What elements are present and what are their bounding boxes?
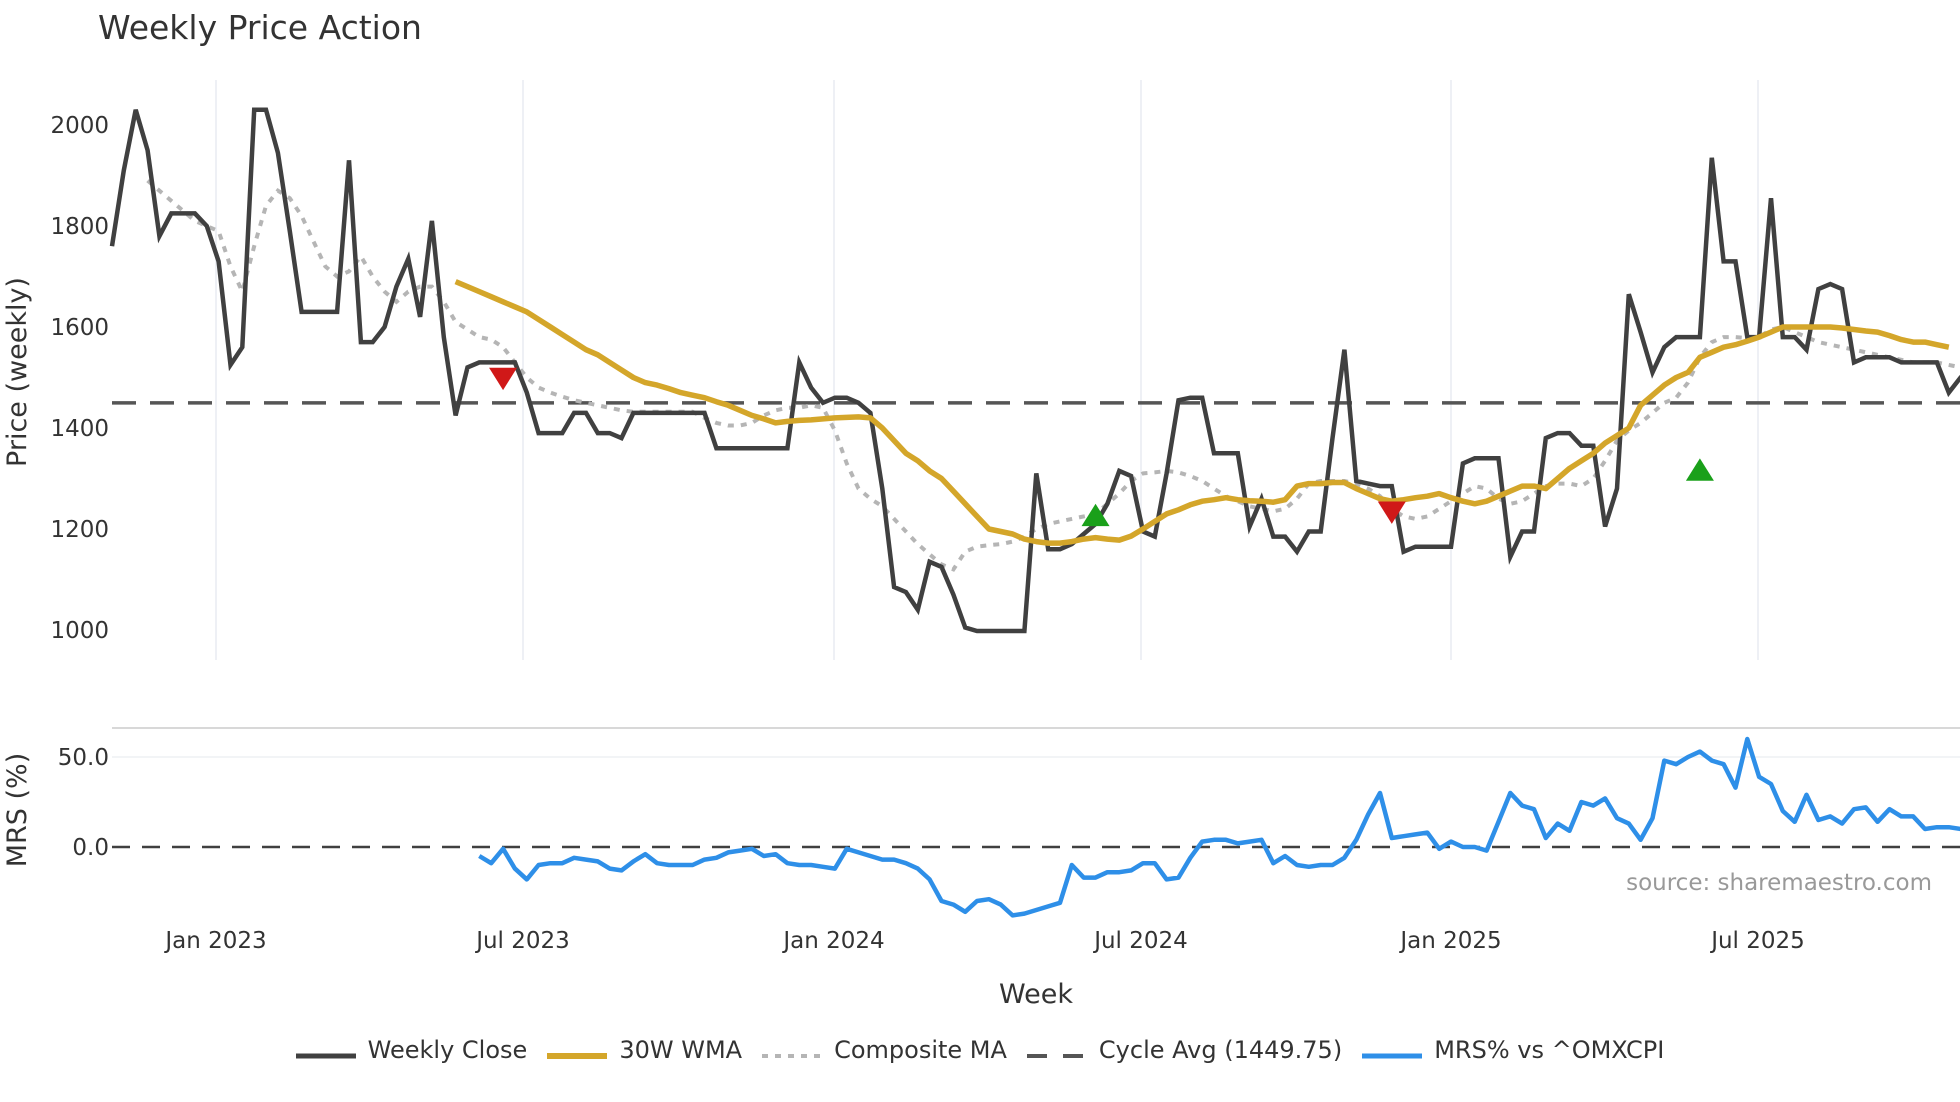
x-tick-label: Jul 2023	[474, 928, 570, 954]
x-tick-label: Jan 2024	[781, 928, 884, 954]
x-tick-label: Jan 2025	[1398, 928, 1501, 954]
legend-line-solid-icon	[295, 1042, 356, 1059]
legend-item-cycle-avg[interactable]: Cycle Avg (1449.75)	[1026, 1036, 1343, 1064]
legend-label: 30W WMA	[619, 1036, 743, 1064]
y-tick-label: 1200	[50, 517, 109, 543]
mrs-line	[478, 736, 1960, 918]
legend-line-solid-icon	[547, 1042, 608, 1059]
buy-signal-triangle-up-icon	[1081, 503, 1110, 527]
legend-line-dotted-icon	[762, 1042, 823, 1058]
y-tick-label: 0.0	[72, 835, 109, 861]
source-label: source: sharemaestro.com	[1626, 870, 1932, 896]
legend-item-mrs[interactable]: MRS% vs ^OMXCPI	[1362, 1036, 1664, 1064]
x-tick-label: Jul 2024	[1092, 928, 1188, 954]
sell-signal-triangle-down-icon	[489, 367, 518, 391]
y-tick-label: 1600	[50, 315, 109, 341]
y-tick-label: 1800	[50, 214, 109, 240]
legend-item-weekly-close[interactable]: Weekly Close	[295, 1036, 528, 1064]
buy-signal-triangle-up-icon	[1685, 458, 1714, 481]
legend-label: Weekly Close	[367, 1036, 528, 1064]
mrs-y-axis-label: MRS (%)	[2, 753, 33, 868]
price-y-ticks: 2000 1800 1600 1400 1200 1000	[50, 113, 109, 644]
x-axis-ticks: Jan 2023 Jul 2023 Jan 2024 Jul 2024 Jan 2025…	[163, 928, 1804, 954]
legend-label: Composite MA	[834, 1036, 1007, 1064]
weekly-close-line	[109, 107, 1960, 634]
wma-30w-line	[454, 279, 1950, 546]
composite-ma-line	[146, 179, 1960, 572]
y-tick-label: 1400	[50, 416, 109, 442]
chart-title: Weekly Price Action	[98, 8, 422, 47]
mrs-y-ticks: 50.0 0.0	[58, 745, 109, 861]
x-tick-label: Jul 2025	[1709, 928, 1805, 954]
legend-item-30w-wma[interactable]: 30W WMA	[547, 1036, 742, 1064]
legend: Weekly Close 30W WMA Composite MA Cycle …	[0, 1036, 1960, 1064]
legend-label: MRS% vs ^OMXCPI	[1434, 1036, 1665, 1064]
y-tick-label: 1000	[50, 618, 109, 644]
x-axis-label: Week	[999, 979, 1073, 1010]
y-tick-label: 50.0	[58, 745, 109, 771]
sell-signal-triangle-down-icon	[1377, 501, 1406, 524]
legend-item-composite-ma[interactable]: Composite MA	[762, 1036, 1007, 1064]
x-tick-label: Jan 2023	[163, 928, 266, 954]
price-y-axis-label: Price (weekly)	[2, 277, 33, 467]
legend-label: Cycle Avg (1449.75)	[1098, 1036, 1343, 1064]
signal-markers	[489, 367, 1714, 527]
legend-line-solid-icon	[1362, 1042, 1423, 1059]
y-tick-label: 2000	[50, 113, 109, 139]
legend-line-dashed-icon	[1026, 1042, 1087, 1058]
